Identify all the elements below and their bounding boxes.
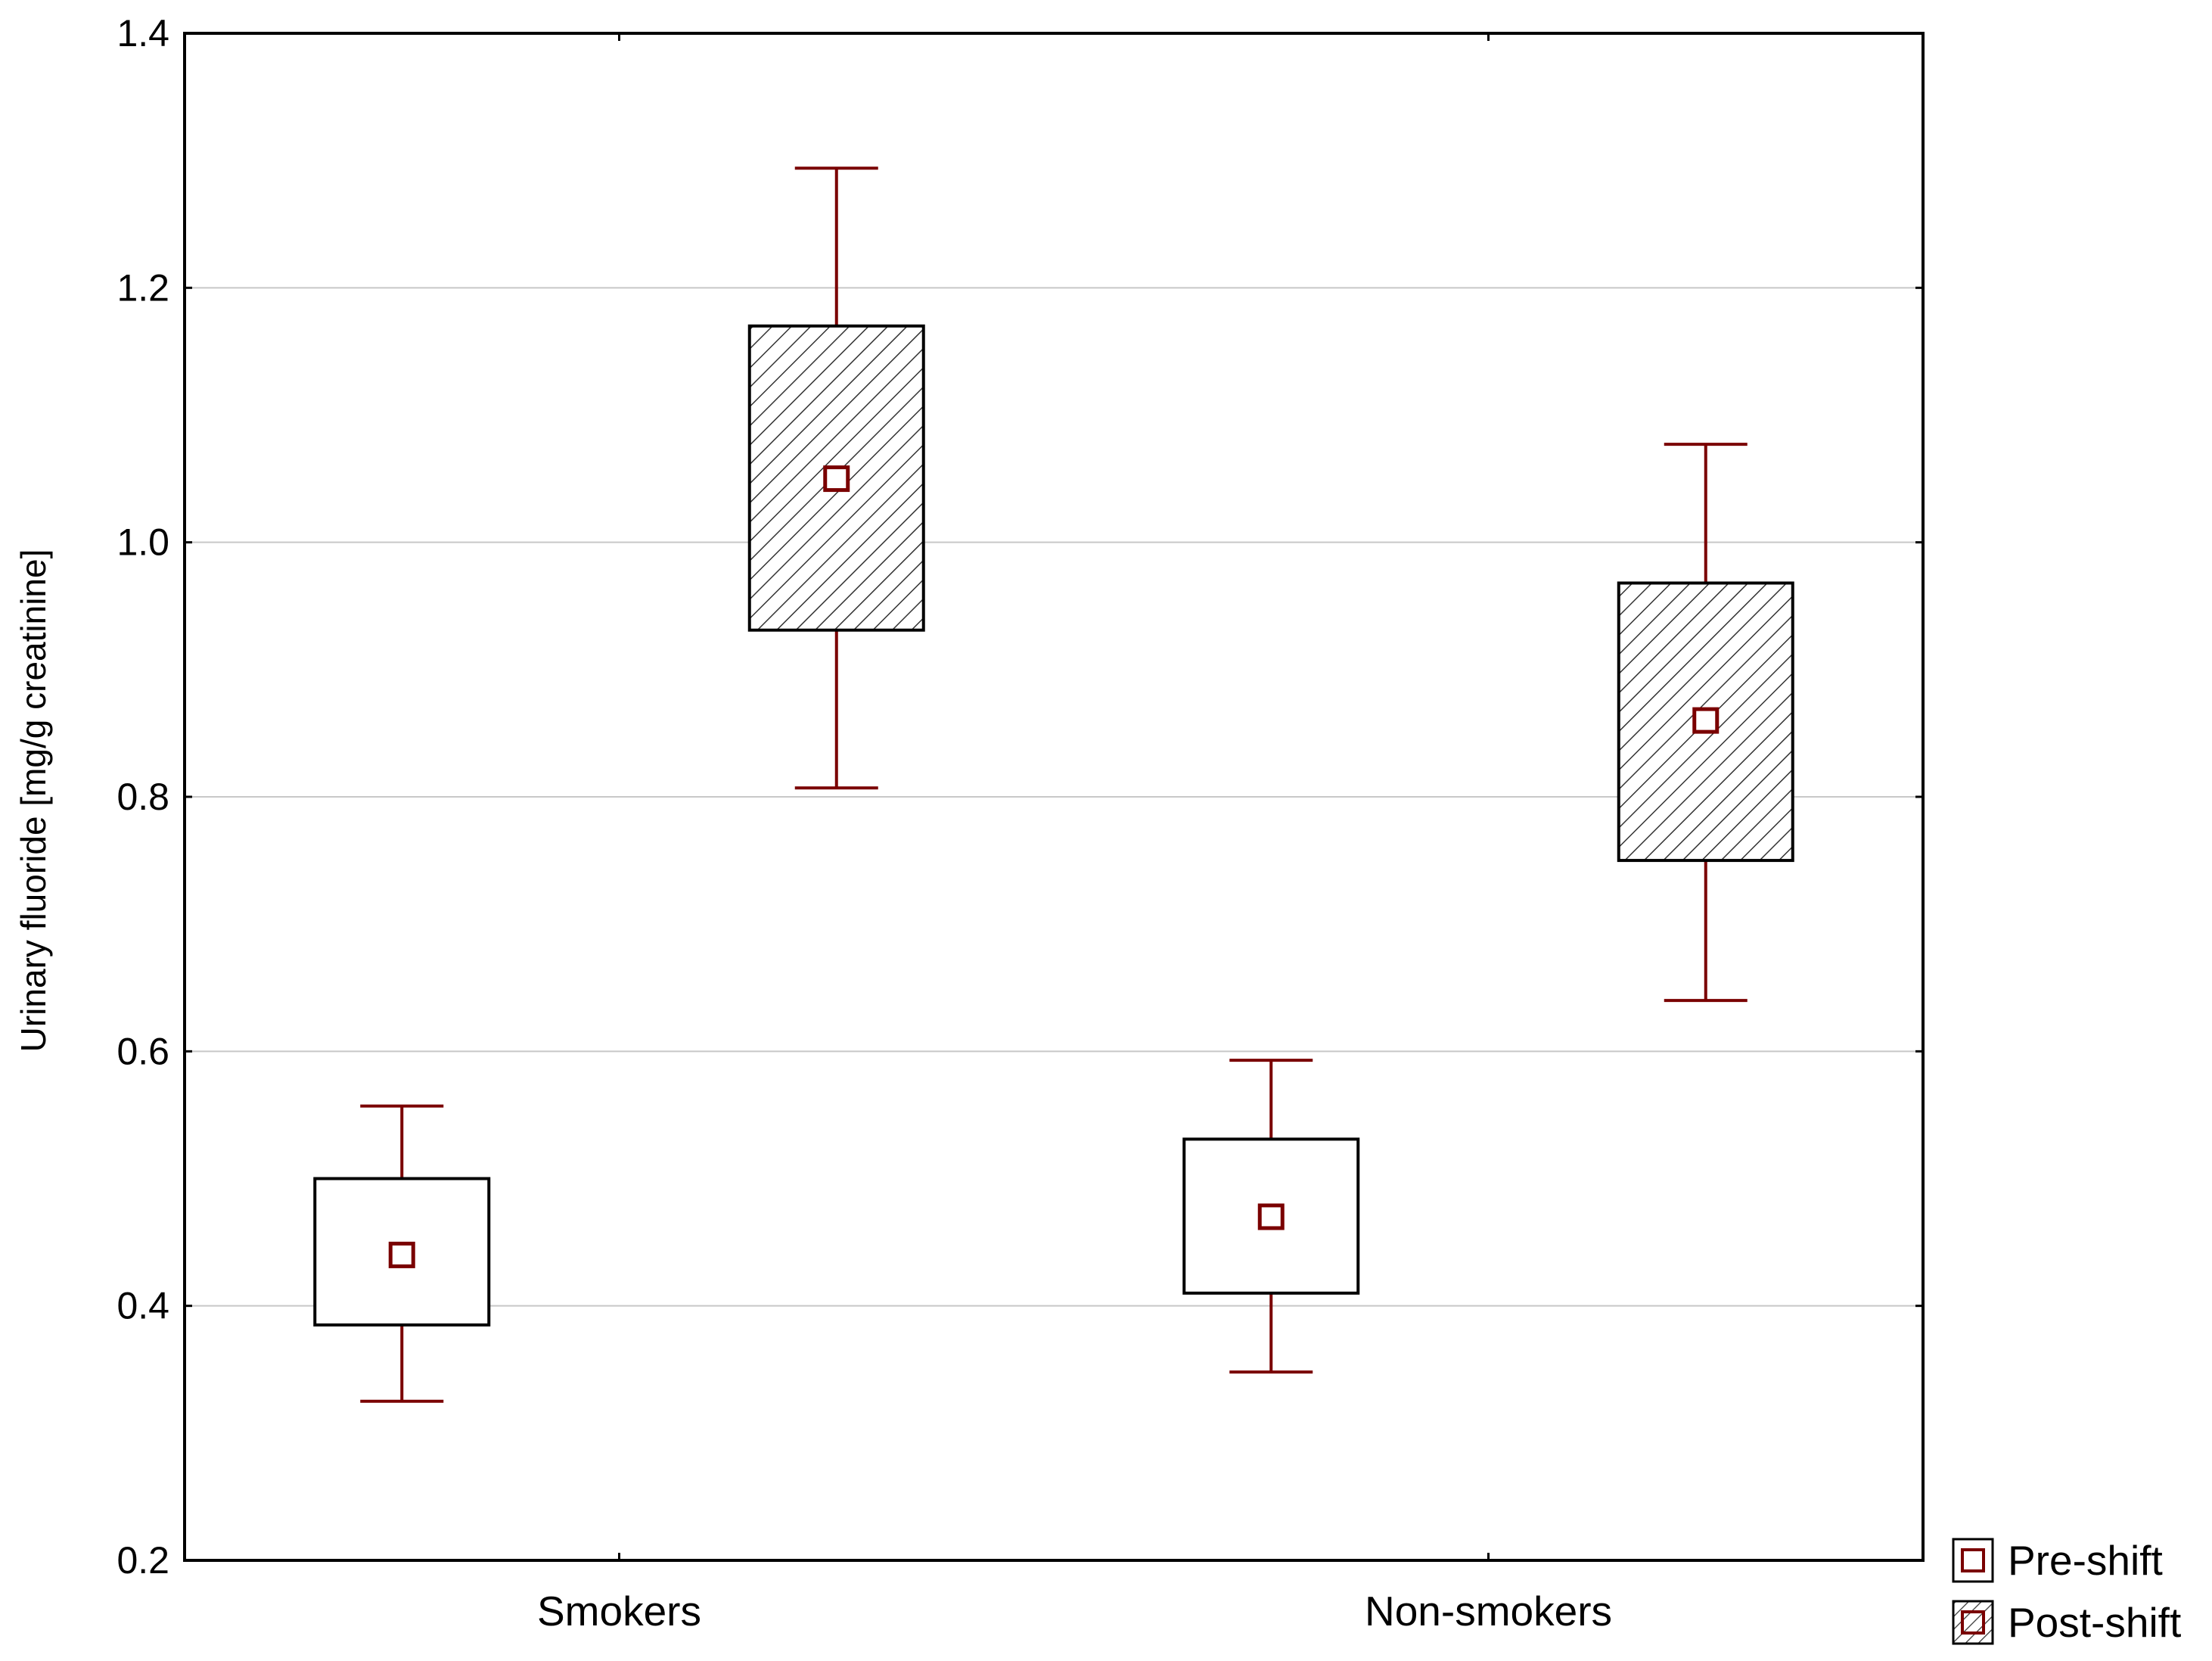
axes: 0.2 0.4 0.6 0.8 1.0 1.2 1.4 Smokers Non-smokers [117,12,1925,1635]
legend-marker [1961,1548,1985,1572]
y-tick-label: 1.2 [117,266,169,309]
x-category-label: Smokers [537,1588,701,1635]
y-tick-label: 1.4 [117,12,169,54]
x-category-label: Non-smokers [1365,1588,1612,1635]
box-pre-shift-1 [1182,1059,1360,1374]
gridlines [185,287,1923,1307]
y-tick-label: 0.2 [117,1539,169,1582]
center-marker [1692,707,1720,734]
y-tick-label: 0.4 [117,1285,169,1327]
y-tick-label: 1.0 [117,521,169,564]
box-pre-shift-0 [313,1104,491,1403]
data-marks [313,166,1794,1403]
legend-label: Pre-shift [2008,1537,2163,1584]
legend: Pre-shift Post-shift [1952,1537,2181,1646]
box-post-shift-1 [1617,443,1794,1003]
center-marker [823,465,850,493]
plot-frame [183,32,1925,1562]
legend-label: Post-shift [2008,1599,2181,1646]
center-marker [388,1241,415,1268]
legend-item: Post-shift [1952,1599,2181,1646]
legend-item: Pre-shift [1952,1537,2163,1584]
legend-swatch [1952,1538,1994,1583]
y-tick-label: 0.6 [117,1030,169,1072]
legend-swatch [1952,1600,1994,1645]
center-marker [1257,1203,1285,1230]
y-tick-label: 0.8 [117,776,169,818]
box-post-shift-0 [747,166,925,790]
legend-marker [1961,1610,1985,1635]
y-axis-title: Urinary fluoride [mg/g creatinine] [14,549,53,1053]
